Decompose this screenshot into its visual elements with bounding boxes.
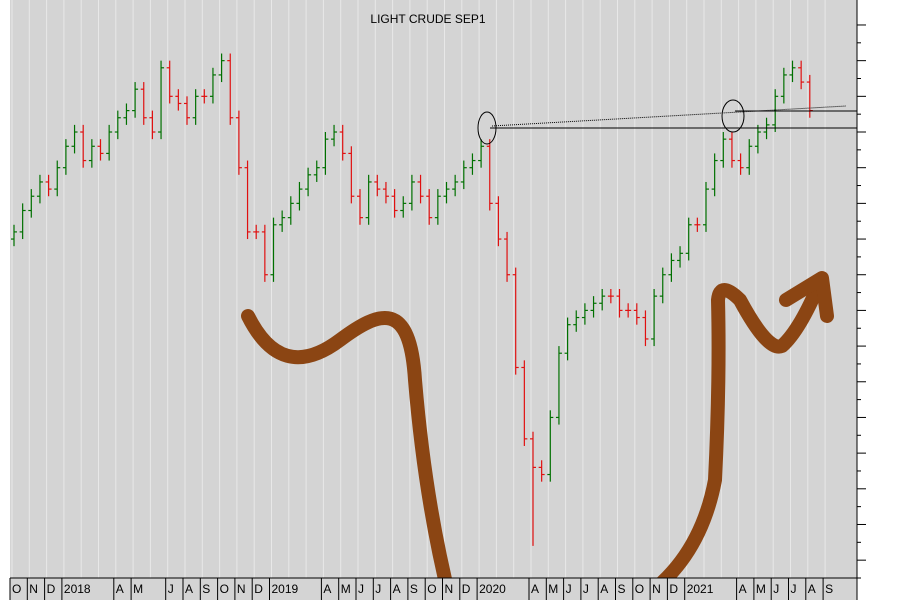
x-tick-label: S [410,582,418,596]
x-tick-label: S [202,582,210,596]
x-tick-label: M [341,582,351,596]
x-tick-label: J [791,582,797,596]
x-tick-label: J [773,582,779,596]
x-tick-label: 2018 [64,582,91,596]
x-tick-label: A [323,582,331,596]
x-tick-label: M [756,582,766,596]
x-tick-label: M [133,582,143,596]
x-tick-label: A [116,582,124,596]
x-tick-label: N [652,582,661,596]
x-tick-label: O [220,582,229,596]
x-tick-label: A [808,582,816,596]
x-tick-label: J [358,582,364,596]
x-tick-label: N [445,582,454,596]
x-tick-label: N [237,582,246,596]
x-tick-label: A [393,582,401,596]
chart-title: LIGHT CRUDE SEP1 [370,12,485,26]
x-tick-label: A [531,582,539,596]
x-tick-label: 2019 [272,582,299,596]
x-tick-label: D [254,582,263,596]
x-tick-label: O [12,582,21,596]
x-tick-label: J [566,582,572,596]
x-tick-label: 2020 [479,582,506,596]
x-tick-label: D [669,582,678,596]
x-tick-label: J [168,582,174,596]
chart: LIGHT CRUDE SEP1 OND2018AMJASOND2019AMJJ… [0,0,899,600]
x-tick-label: O [635,582,644,596]
x-tick-label: O [427,582,436,596]
x-tick-label: M [548,582,558,596]
x-tick-label: A [185,582,193,596]
x-tick-label: S [618,582,626,596]
x-tick-label: J [583,582,589,596]
x-tick-label: D [462,582,471,596]
x-tick-label: 2021 [687,582,714,596]
x-tick-label: S [825,582,833,596]
x-tick-label: N [29,582,38,596]
x-tick-label: A [600,582,608,596]
x-tick-label: A [739,582,747,596]
x-tick-label: J [375,582,381,596]
x-tick-label: D [47,582,56,596]
